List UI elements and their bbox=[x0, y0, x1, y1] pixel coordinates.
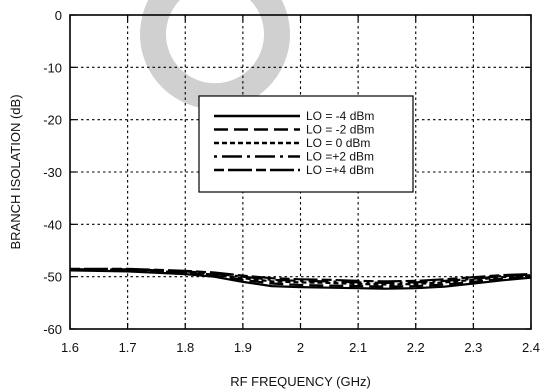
y-tick-label: -40 bbox=[43, 217, 62, 232]
y-tick-label: -30 bbox=[43, 165, 62, 180]
legend-label-5: LO =+4 dBm bbox=[306, 163, 374, 177]
legend-label-2: LO = -2 dBm bbox=[306, 123, 374, 137]
x-tick-label: 1.6 bbox=[61, 340, 79, 355]
x-tick-label: 2 bbox=[297, 340, 304, 355]
legend-label-1: LO = -4 dBm bbox=[306, 109, 374, 123]
tick-marks bbox=[69, 14, 532, 330]
x-tick-label: 2.3 bbox=[464, 340, 482, 355]
series-lines bbox=[69, 267, 532, 290]
x-tick-label: 1.8 bbox=[176, 340, 194, 355]
y-axis-label: BRANCH ISOLATION (dB) bbox=[8, 94, 23, 249]
y-tick-label: 0 bbox=[55, 8, 62, 23]
x-tick-labels: 1.6 1.7 1.8 1.9 2 2.1 2.2 2.3 2.4 bbox=[61, 340, 540, 355]
y-tick-label: -50 bbox=[43, 270, 62, 285]
series-line-5 bbox=[70, 267, 532, 283]
legend-label-4: LO =+2 dBm bbox=[306, 150, 374, 164]
x-tick-label: 1.7 bbox=[119, 340, 137, 355]
legend-label-3: LO = 0 dBm bbox=[306, 136, 370, 150]
y-tick-label: -10 bbox=[43, 60, 62, 75]
series-line-2 bbox=[69, 268, 532, 288]
x-tick-label: 1.9 bbox=[234, 340, 252, 355]
x-tick-label: 2.4 bbox=[522, 340, 540, 355]
x-tick-label: 2.2 bbox=[407, 340, 425, 355]
y-tick-label: -60 bbox=[43, 322, 62, 337]
series-line-4 bbox=[70, 268, 532, 284]
x-axis-label: RF FREQUENCY (GHz) bbox=[230, 374, 371, 389]
y-tick-label: -20 bbox=[43, 113, 62, 128]
x-tick-label: 2.1 bbox=[349, 340, 367, 355]
y-tick-labels: 0 -10 -20 -30 -40 -50 -60 bbox=[43, 8, 62, 337]
